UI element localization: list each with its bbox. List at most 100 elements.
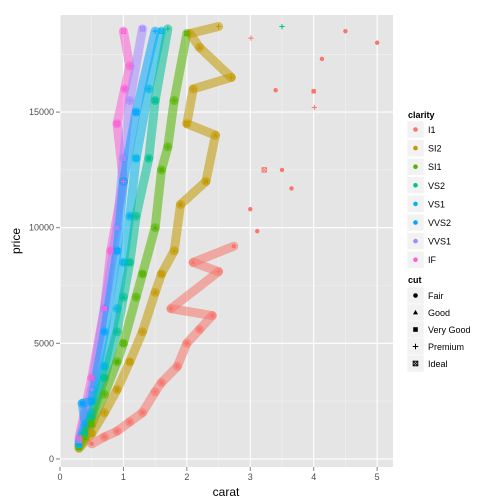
data-point	[168, 306, 174, 311]
legend-color-swatch	[413, 238, 418, 244]
data-point	[127, 419, 132, 425]
square-x-outline	[184, 30, 190, 37]
data-point	[279, 23, 285, 30]
square-x-cross	[139, 271, 145, 277]
legend-color-swatch	[413, 164, 418, 169]
density-band-segment	[118, 257, 135, 302]
data-point	[289, 186, 294, 191]
data-point	[197, 327, 202, 332]
y-axis-ticks: 0 5000 10000 15000	[29, 107, 60, 464]
density-band-segment	[125, 24, 147, 106]
data-point	[101, 363, 108, 370]
data-point	[159, 167, 164, 173]
data-point	[127, 359, 133, 365]
data-point	[122, 86, 127, 92]
square-x-outline	[184, 120, 190, 127]
legend-shape-swatch	[412, 343, 419, 350]
data-point	[319, 56, 325, 62]
density-band-segment	[131, 26, 160, 117]
data-point	[133, 213, 139, 219]
square-x-cross	[114, 248, 120, 254]
square-x-cross	[133, 109, 139, 115]
legend-color-label: I1	[428, 125, 436, 135]
square-x-outline	[152, 97, 158, 104]
square-x-outline	[261, 167, 267, 173]
square-x-outline	[158, 271, 165, 277]
x-tick-label: 3	[248, 472, 253, 482]
density-band-segment	[201, 130, 220, 186]
data-point	[215, 268, 222, 275]
data-point	[343, 28, 348, 34]
data-point	[203, 179, 209, 184]
legend-color-label: VVS2	[428, 218, 451, 228]
data-point	[187, 30, 193, 37]
square-x-outline	[108, 248, 114, 254]
density-band-segment	[144, 26, 166, 94]
data-point	[102, 306, 107, 311]
data-point	[178, 202, 183, 207]
data-point	[127, 63, 133, 69]
data-point	[89, 386, 95, 393]
data-point	[212, 132, 218, 137]
data-point	[89, 415, 94, 420]
legend-shape-label: Very Good	[428, 325, 471, 335]
data-point	[139, 329, 146, 335]
density-band-segment	[150, 165, 166, 233]
data-point	[114, 428, 120, 434]
data-point	[184, 120, 190, 127]
square-x-outline	[133, 155, 139, 162]
data-point	[311, 89, 316, 94]
data-point	[120, 178, 127, 185]
square-x-outline	[127, 259, 133, 266]
data-point	[102, 434, 107, 440]
density-band-segment	[150, 24, 173, 106]
data-point	[171, 248, 177, 254]
data-point	[82, 435, 88, 440]
data-point	[152, 97, 158, 104]
density-band-segment	[112, 292, 128, 337]
x-tick-label: 2	[184, 472, 189, 482]
square-x-cross	[120, 155, 126, 161]
y-tick-label: 10000	[29, 223, 54, 233]
data-point	[120, 340, 127, 347]
data-point	[76, 435, 82, 441]
density-band-segment	[188, 72, 236, 94]
square-x-cross	[120, 28, 126, 34]
x-tick-label: 4	[311, 472, 316, 482]
x-tick-label: 5	[375, 472, 380, 482]
data-point	[158, 271, 165, 277]
legend-color-label: VS2	[428, 181, 445, 191]
square-x-outline	[89, 398, 95, 404]
data-point	[133, 294, 139, 300]
x-tick-label: 0	[57, 472, 62, 482]
density-band-segment	[118, 26, 135, 71]
density-band-segment	[112, 176, 128, 256]
square-x-outline	[89, 421, 95, 427]
data-point	[279, 167, 285, 173]
x-tick-label: 1	[121, 472, 126, 482]
legend-shape-swatch	[412, 360, 419, 367]
legend-shape-swatch	[412, 309, 419, 315]
legend-color-swatch	[413, 145, 418, 151]
data-point	[175, 364, 180, 369]
clarity-legend-title: clarity	[408, 110, 435, 120]
density-band-segment	[182, 84, 198, 129]
square-x-outline	[120, 155, 127, 162]
density-band-segment	[131, 84, 154, 163]
density-band-segment	[118, 292, 141, 348]
data-point	[231, 244, 236, 249]
data-point	[255, 228, 260, 234]
square-x-outline	[139, 26, 146, 32]
square-x-cross	[89, 430, 95, 436]
data-point	[114, 329, 120, 335]
legend-color-label: SI1	[428, 162, 442, 172]
x-axis-title: carat	[213, 485, 240, 499]
square-x-cross	[158, 271, 165, 277]
square-x-cross	[89, 375, 95, 381]
legend-shape-label: Fair	[428, 291, 444, 301]
data-point	[158, 28, 165, 34]
data-point	[152, 289, 158, 295]
density-band-segment	[182, 119, 220, 140]
legend-color-swatch	[413, 127, 418, 132]
